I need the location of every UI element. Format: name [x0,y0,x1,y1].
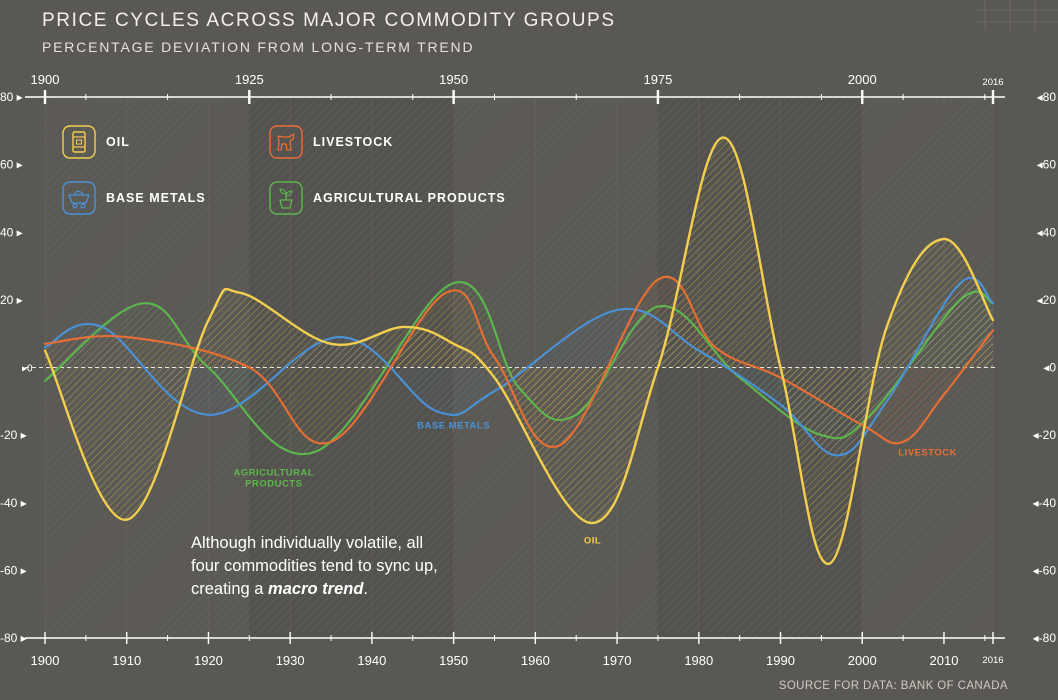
legend-label-base-metals: BASE METALS [106,191,206,205]
annotation-label-oil: OIL [584,535,601,546]
bottom-tick-label-1990: 1990 [766,653,795,668]
legend-item-agricultural: AGRICULTURAL PRODUCTS [269,180,506,216]
data-source: SOURCE FOR DATA: BANK OF CANADA [778,680,1008,692]
legend-label-oil: OIL [106,135,130,149]
bottom-tick-label-1900: 1900 [31,653,60,668]
oil-barrel-icon [62,125,96,159]
plant-pot-icon [269,181,303,215]
left-tick-label--40: -40 ▸ [0,496,27,510]
top-tick-label-1925: 1925 [235,72,264,87]
bottom-tick-label-1950: 1950 [439,653,468,668]
annotation-label-agricultural-1: PRODUCTS [245,479,302,490]
bottom-tick-label-1970: 1970 [603,653,632,668]
annotation-line-1: Although individually volatile, all [191,534,424,552]
bottom-tick-label-1930: 1930 [276,653,305,668]
bottom-tick-label-2010: 2010 [930,653,959,668]
left-tick-label-80: 80 ▸ [0,90,23,104]
top-tick-label-1900: 1900 [31,72,60,87]
right-tick-label--40: ◂-40 [1033,496,1057,510]
legend-item-livestock: LIVESTOCK [269,124,393,160]
bottom-tick-label-1940: 1940 [357,653,386,668]
series-lines [43,136,995,565]
bottom-tick-label-1910: 1910 [112,653,141,668]
corner-decoration [975,0,1058,30]
line-livestock [43,275,995,449]
left-tick-label--60: -60 ▸ [0,563,27,577]
bottom-tick-label-1920: 1920 [194,653,223,668]
left-tick-label-20: 20 ▸ [0,293,23,307]
annotation-line-2: four commodities tend to sync up, [191,557,438,575]
left-tick-label-0: ▸0 [22,364,33,375]
bottom-tick-label-1980: 1980 [684,653,713,668]
line-oil [43,136,995,565]
right-tick-label-20: ◂20 [1037,293,1057,307]
chart-title: PRICE CYCLES ACROSS MAJOR COMMODITY GROU… [42,10,616,31]
axes: 1900 1910 1920 1930 1940 1950 1960 1970 1980 1990… [0,72,1056,668]
right-tick-label--20: ◂-20 [1033,428,1057,442]
annotation-label-base_metals: BASE METALS [417,420,490,431]
right-tick-label--60: ◂-60 [1033,563,1057,577]
bottom-tick-label-1960: 1960 [521,653,550,668]
annotation-label-livestock: LIVESTOCK [898,447,957,458]
legend-item-oil: OIL [62,124,130,160]
right-tick-label-0: ◂0 [1043,361,1056,375]
right-tick-label-40: ◂40 [1037,225,1057,239]
bottom-tick-label-2016: 2016 [982,655,1003,666]
top-tick-label-1975: 1975 [643,72,672,87]
legend-label-agricultural: AGRICULTURAL PRODUCTS [313,191,506,205]
left-tick-label-60: 60 ▸ [0,158,23,172]
top-tick-label-2016: 2016 [982,77,1003,88]
chart-subtitle: PERCENTAGE DEVIATION FROM LONG-TERM TREN… [42,39,475,55]
line-base_metals [43,276,995,457]
annotation-line-3: creating a macro trend. [191,578,438,601]
left-tick-label--80: -80 ▸ [0,631,27,645]
right-tick-label--80: ◂-80 [1033,631,1057,645]
top-tick-label-2000: 2000 [848,72,877,87]
legend-item-base-metals: BASE METALS [62,180,206,216]
left-tick-label--20: -20 ▸ [0,428,27,442]
annotation-line-3-suffix: . [363,580,368,598]
line-agricultural [43,281,995,456]
livestock-cow-icon [269,125,303,159]
top-tick-label-1950: 1950 [439,72,468,87]
annotation-label-agricultural: AGRICULTURAL [233,468,314,479]
annotation-line-3-prefix: creating a [191,580,269,598]
annotation-emphasis: macro trend [268,580,364,598]
right-tick-label-80: ◂80 [1037,90,1057,104]
left-tick-label-40: 40 ▸ [0,225,23,239]
right-tick-label-60: ◂60 [1037,158,1057,172]
legend-label-livestock: LIVESTOCK [313,135,394,149]
macro-trend-annotation: Although individually volatile, all four… [191,532,438,601]
bottom-tick-label-2000: 2000 [848,653,877,668]
mine-cart-icon [62,181,96,215]
